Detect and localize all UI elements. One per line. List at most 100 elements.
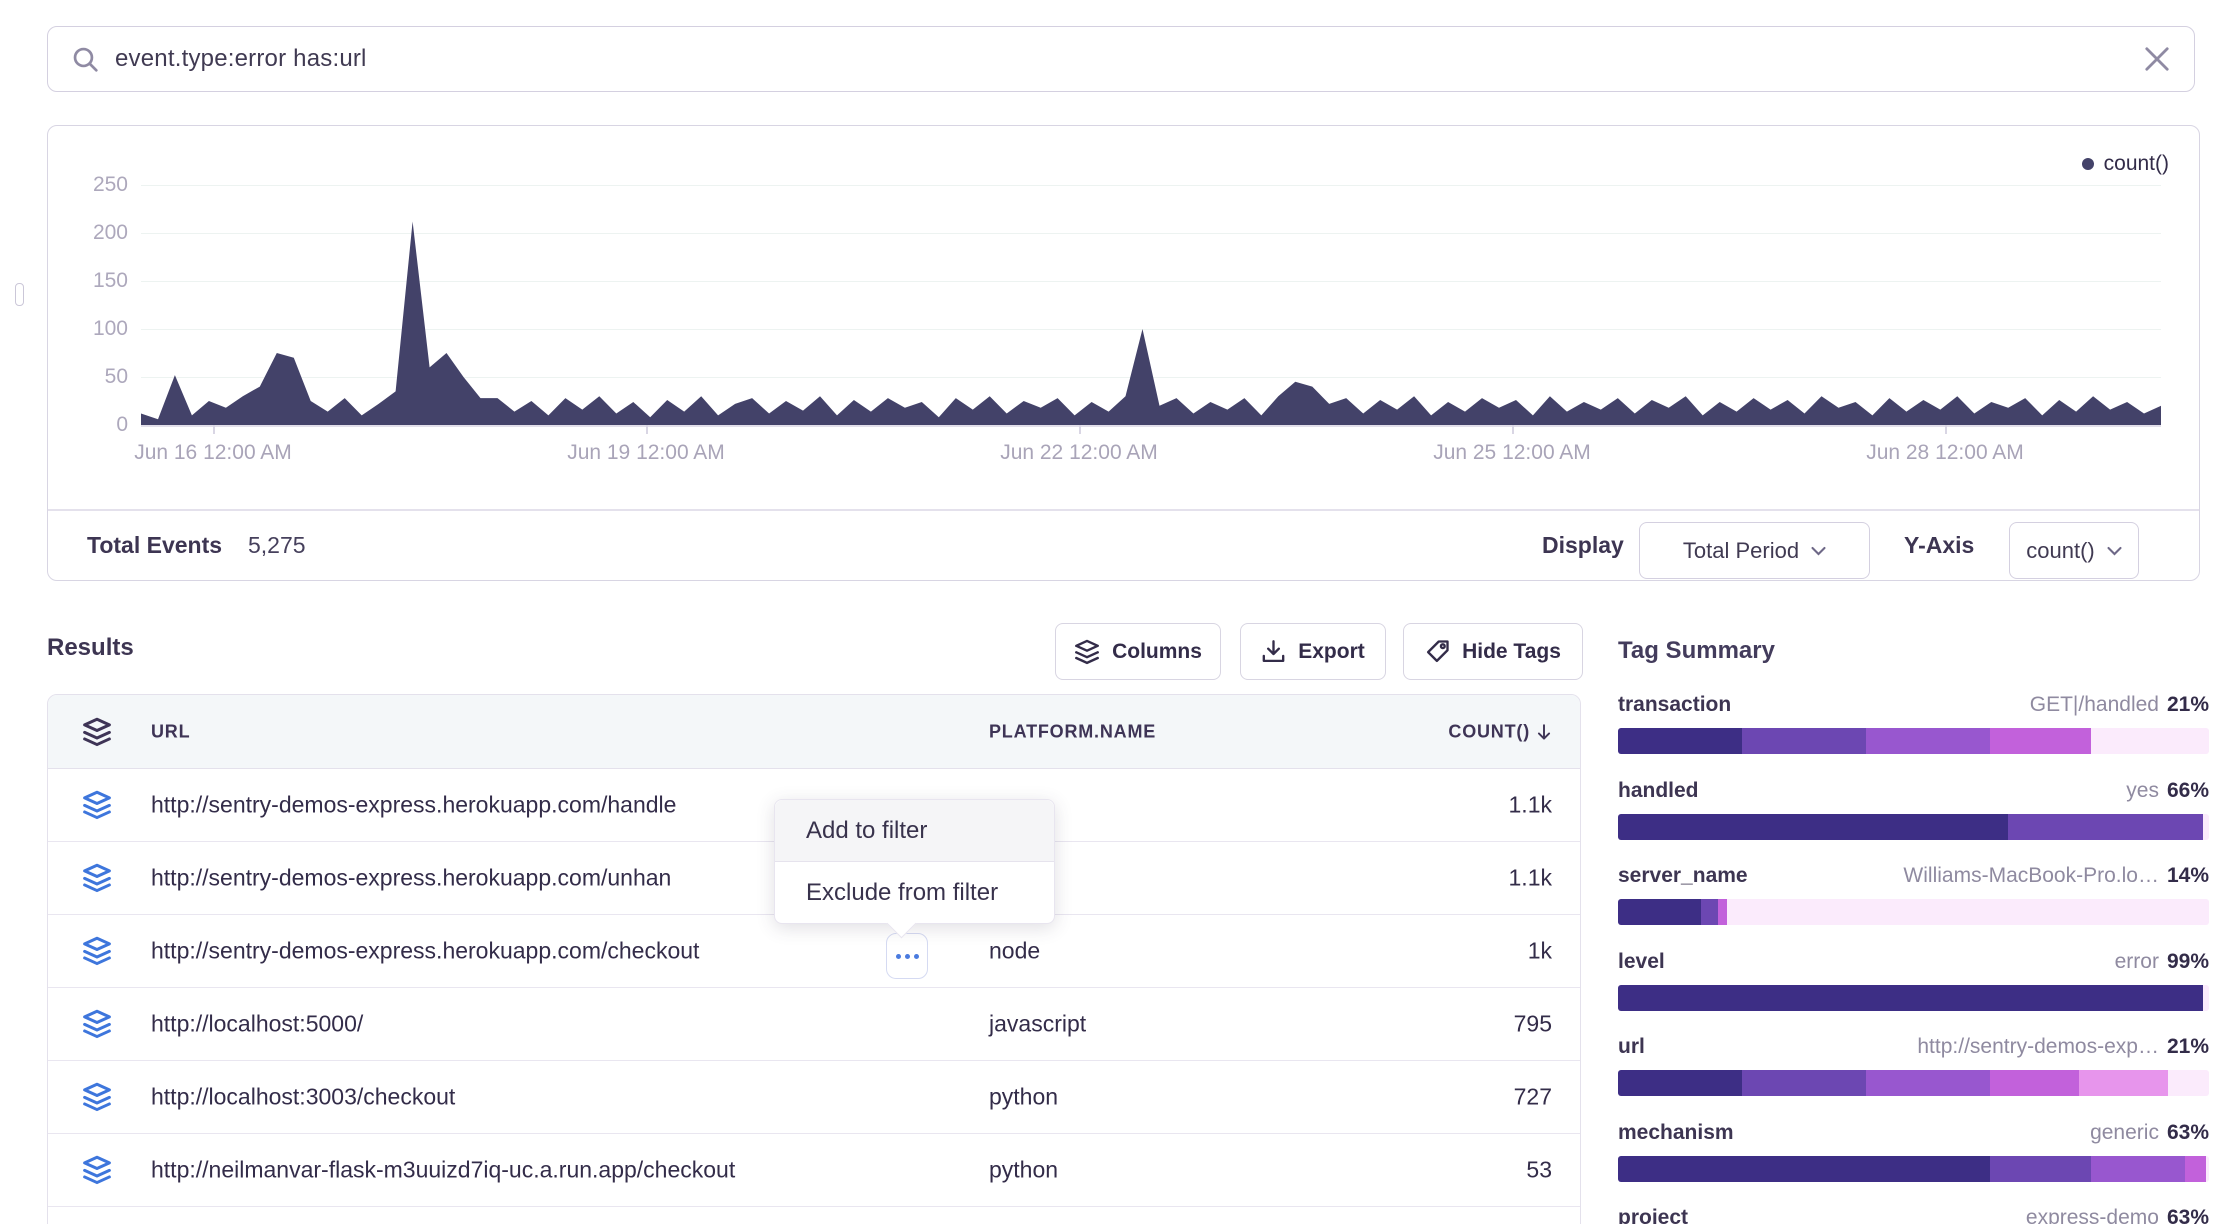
gridline bbox=[141, 185, 2161, 186]
menu-item-exclude-from-filter[interactable]: Exclude from filter bbox=[806, 878, 999, 906]
search-bar[interactable]: event.type:error has:url bbox=[47, 26, 2195, 92]
tag-bar-segment[interactable] bbox=[1990, 728, 2091, 754]
stack-icon bbox=[82, 717, 112, 747]
cell-count[interactable]: 795 bbox=[1513, 1010, 1552, 1037]
stack-icon[interactable] bbox=[82, 790, 112, 820]
cell-url[interactable]: http://neilmanvar-flask-m3uuizd7iq-uc.a.… bbox=[151, 1156, 736, 1183]
tag-bar-segment[interactable] bbox=[2185, 1155, 2207, 1182]
cell-url[interactable]: http://sentry-demos-express.herokuapp.co… bbox=[151, 791, 677, 818]
tag-bar-segment[interactable] bbox=[1718, 899, 1728, 925]
tag-bar-segment[interactable] bbox=[1618, 1070, 1743, 1096]
column-header-platform[interactable]: PLATFORM.NAME bbox=[989, 721, 1157, 741]
tag-bar-segment[interactable] bbox=[1618, 899, 1701, 925]
cell-actions-button[interactable] bbox=[886, 933, 928, 979]
tag-bar-segment[interactable] bbox=[2078, 1070, 2168, 1096]
download-icon bbox=[1262, 640, 1285, 663]
column-header-count-label: COUNT() bbox=[1448, 721, 1530, 741]
tag-percent: 21% bbox=[2166, 1035, 2209, 1058]
tag-bar-segment[interactable] bbox=[2008, 813, 2204, 840]
display-dropdown-value: Total Period bbox=[1682, 537, 1800, 563]
export-button[interactable]: Export bbox=[1240, 623, 1386, 680]
tag-distribution-bar[interactable] bbox=[1618, 899, 2209, 925]
column-header-count[interactable]: COUNT() bbox=[1448, 721, 1552, 742]
tag-entry-mechanism: mechanism generic 63% bbox=[1618, 1118, 2209, 1148]
tag-entry-server_name: server_name Williams-MacBook-Pro.lo… 14% bbox=[1618, 861, 2209, 891]
y-axis-dropdown[interactable]: count() bbox=[2009, 522, 2139, 579]
tag-top-value: error 99% bbox=[2114, 949, 2209, 973]
columns-button[interactable]: Columns bbox=[1055, 623, 1221, 680]
x-axis-tick-label: Jun 16 12:00 AM bbox=[134, 441, 292, 464]
tag-bar-segment[interactable] bbox=[1866, 1070, 1991, 1096]
tag-top-value: Williams-MacBook-Pro.lo… 14% bbox=[1903, 864, 2209, 887]
tag-bar-segment[interactable] bbox=[1866, 728, 1991, 754]
x-axis-tick-label: Jun 22 12:00 AM bbox=[1000, 441, 1158, 464]
tag-bar-segment[interactable] bbox=[1990, 1155, 2091, 1182]
events-area-chart[interactable] bbox=[141, 167, 2161, 425]
tag-percent: 63% bbox=[2166, 1206, 2209, 1224]
cell-count[interactable]: 1.1k bbox=[1508, 864, 1552, 891]
table-row: http://localhost:3003/checkout python 727 bbox=[48, 1061, 1580, 1134]
cell-url[interactable]: http://sentry-demos-express.herokuapp.co… bbox=[151, 864, 672, 891]
x-axis-tick-label: Jun 19 12:00 AM bbox=[567, 441, 725, 464]
tag-entry-level: level error 99% bbox=[1618, 947, 2209, 977]
y-axis-label: Y-Axis bbox=[1904, 532, 1975, 558]
x-axis-tick-label: Jun 28 12:00 AM bbox=[1866, 441, 2024, 464]
tag-top-value: express-demo 63% bbox=[2026, 1206, 2209, 1224]
column-header-url[interactable]: URL bbox=[151, 721, 191, 741]
tag-bar-segment[interactable] bbox=[1618, 813, 2009, 840]
cell-url[interactable]: http://sentry-demos-express.herokuapp.co… bbox=[151, 937, 700, 964]
tag-name: mechanism bbox=[1618, 1120, 1734, 1144]
cell-url[interactable]: http://localhost:5000/ bbox=[151, 1010, 364, 1037]
stack-icon[interactable] bbox=[82, 863, 112, 893]
cell-platform[interactable]: javascript bbox=[989, 1010, 1087, 1037]
tag-bar-segment[interactable] bbox=[1700, 899, 1719, 925]
tag-bar-segment[interactable] bbox=[1618, 728, 1743, 754]
cell-actions-menu: Add to filter Exclude from filter bbox=[774, 799, 1055, 939]
tag-bar-segment[interactable] bbox=[2090, 1155, 2186, 1182]
gridline bbox=[141, 281, 2161, 282]
tag-bar-segment[interactable] bbox=[1742, 728, 1867, 754]
y-axis-tick-label: 50 bbox=[104, 365, 128, 388]
cell-count[interactable]: 1k bbox=[1527, 937, 1552, 964]
cell-count[interactable]: 727 bbox=[1513, 1083, 1552, 1110]
tag-bar-segment[interactable] bbox=[1618, 1155, 1991, 1182]
tag-name: server_name bbox=[1618, 864, 1748, 887]
stack-icon[interactable] bbox=[82, 1155, 112, 1185]
cell-count[interactable]: 1.1k bbox=[1508, 791, 1552, 818]
tag-name: project bbox=[1618, 1206, 1689, 1224]
search-clear-icon[interactable] bbox=[2144, 46, 2170, 72]
tag-entry-transaction: transaction GET|/handled 21% bbox=[1618, 690, 2209, 720]
x-axis-line bbox=[141, 425, 2161, 427]
stack-icon[interactable] bbox=[82, 936, 112, 966]
tag-distribution-bar[interactable] bbox=[1618, 1070, 2209, 1096]
hide-tags-button[interactable]: Hide Tags bbox=[1403, 623, 1583, 680]
cell-platform[interactable]: node bbox=[989, 937, 1041, 964]
stack-icon[interactable] bbox=[82, 1082, 112, 1112]
cell-platform[interactable]: python bbox=[989, 1156, 1059, 1183]
legend-dot-icon bbox=[2081, 158, 2094, 170]
tag-distribution-bar[interactable] bbox=[1618, 813, 2209, 840]
tag-bar-segment[interactable] bbox=[1990, 1070, 2079, 1096]
stack-icon[interactable] bbox=[82, 1009, 112, 1039]
tag-distribution-bar[interactable] bbox=[1618, 1155, 2209, 1182]
sidebar-resize-grip[interactable] bbox=[15, 283, 24, 306]
gridline bbox=[141, 329, 2161, 330]
display-dropdown[interactable]: Total Period bbox=[1639, 522, 1870, 579]
tag-name: handled bbox=[1618, 778, 1699, 802]
menu-item-add-to-filter[interactable]: Add to filter bbox=[775, 800, 1054, 861]
cell-count[interactable]: 53 bbox=[1526, 1156, 1552, 1183]
cell-url[interactable]: http://localhost:3003/checkout bbox=[151, 1083, 456, 1110]
gridline bbox=[141, 233, 2161, 234]
chart-legend[interactable]: count() bbox=[2081, 152, 2169, 176]
tag-distribution-bar[interactable] bbox=[1618, 984, 2209, 1011]
x-axis-tick-mark bbox=[213, 425, 215, 434]
tag-distribution-bar[interactable] bbox=[1618, 728, 2209, 754]
tag-bar-segment[interactable] bbox=[1618, 984, 2204, 1011]
tag-name: level bbox=[1618, 949, 1665, 973]
y-axis-tick-label: 200 bbox=[92, 221, 128, 244]
tag-bar-segment[interactable] bbox=[1742, 1070, 1867, 1096]
cell-platform[interactable]: python bbox=[989, 1083, 1059, 1110]
total-events-label: Total Events bbox=[87, 532, 223, 558]
search-input[interactable]: event.type:error has:url bbox=[115, 45, 367, 72]
